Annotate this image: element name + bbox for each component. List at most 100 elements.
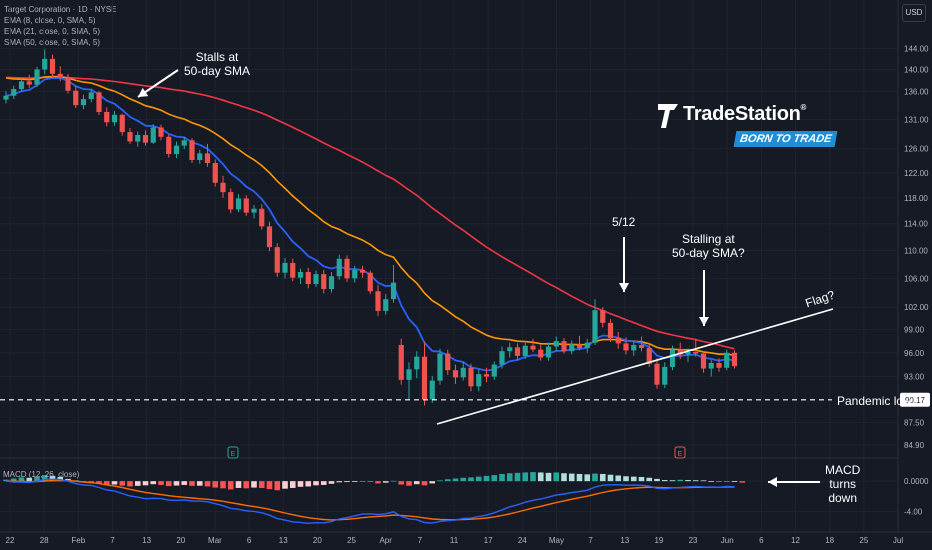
macd-histogram-bar <box>34 476 40 482</box>
macd-histogram-bar <box>305 481 312 487</box>
brand-tagline: BORN TO TRADE <box>733 131 838 147</box>
macd-histogram-bar <box>359 481 366 482</box>
time-tick-label: 25 <box>859 536 868 545</box>
macd-histogram-bar <box>468 477 474 482</box>
candle-body <box>522 345 528 356</box>
time-tick-label: Jun <box>721 536 734 545</box>
candle-body <box>553 341 559 347</box>
macd-tick-label: 0.0000 <box>904 477 929 486</box>
macd-histogram-bar <box>522 472 529 482</box>
macd-histogram-bar <box>553 472 560 482</box>
candle-body <box>406 369 412 380</box>
macd-histogram-bar <box>266 481 273 490</box>
macd-tick-label: -4.00 <box>904 507 923 516</box>
arrow-5-12-head <box>619 283 629 292</box>
price-tick-label: 84.90 <box>904 441 925 450</box>
candle-body <box>700 353 707 369</box>
candle-body <box>228 192 234 210</box>
macd-histogram-bar <box>646 477 653 482</box>
macd-histogram-bar <box>499 473 505 482</box>
time-tick-label: 7 <box>418 536 423 545</box>
macd-histogram-bar <box>506 473 513 482</box>
candle-body <box>135 135 141 142</box>
macd-histogram-bar <box>204 481 211 487</box>
candle-body <box>204 153 211 164</box>
candle-body <box>305 272 311 285</box>
candle-body <box>468 367 474 387</box>
legend-sma50[interactable]: SMA (50, close, 0, SMA, 5) <box>4 38 101 47</box>
legend-ema8[interactable]: EMA (8, close, 0, SMA, 5) <box>4 16 96 25</box>
signal-line <box>5 479 735 521</box>
candle-body <box>251 208 257 213</box>
price-tick-label: 131.00 <box>904 115 929 124</box>
currency-button[interactable]: USD <box>902 4 926 22</box>
macd-histogram-bar <box>297 481 304 487</box>
price-tick-label: 118.00 <box>904 194 928 203</box>
annotation-macd: MACD turns down <box>825 463 861 505</box>
candle-body <box>158 127 164 137</box>
annotation-pandemic-low: Pandemic low <box>837 394 912 408</box>
candle-body <box>266 226 273 248</box>
candle-body <box>662 366 668 385</box>
tradestation-brand: TradeStation® BORN TO TRADE <box>657 101 838 157</box>
sma50-line <box>5 76 735 350</box>
legend-title[interactable]: Target Corporation · 1D · NYSE <box>4 5 117 14</box>
macd-histogram-bar <box>584 474 591 482</box>
candle-body <box>189 140 195 161</box>
macd-histogram-bar <box>406 481 412 486</box>
legend-ema21[interactable]: EMA (21, close, 0, SMA, 5) <box>4 27 101 36</box>
macd-histogram-bar <box>429 481 436 484</box>
macd-histogram-bar <box>274 481 281 491</box>
macd-histogram-bar <box>243 481 250 489</box>
macd-histogram-bar <box>615 475 622 482</box>
macd-histogram-bar <box>189 481 195 486</box>
price-tick-label: 99.00 <box>904 326 925 335</box>
candle-body <box>96 92 102 112</box>
candle-body <box>708 362 714 369</box>
macd-histogram-bar <box>150 481 157 485</box>
time-tick-label: 25 <box>347 536 356 545</box>
candle-body <box>11 89 17 96</box>
candle-body <box>104 111 110 123</box>
candle-body <box>631 344 637 351</box>
candle-body <box>127 132 133 142</box>
candle-body <box>514 347 521 356</box>
macd-histogram-bar <box>313 481 319 486</box>
time-tick-label: Feb <box>71 536 85 545</box>
pandemic-low-price-tag <box>900 392 930 407</box>
candle-body <box>437 353 443 381</box>
macd-pane: 0.0000 -4.00 <box>0 472 929 525</box>
time-tick-label: 13 <box>279 536 288 545</box>
candle-body <box>3 95 9 100</box>
macd-legend[interactable]: MACD (12, 26, close) <box>3 470 80 479</box>
candle-body <box>507 347 513 352</box>
time-tick-label: May <box>549 536 564 545</box>
candle-body <box>677 349 683 355</box>
macd-histogram-bar <box>413 481 420 485</box>
macd-histogram-bar <box>669 480 676 482</box>
candle-body <box>607 322 614 339</box>
candle-body <box>367 272 373 292</box>
price-tick-label: 122.00 <box>904 169 929 178</box>
time-tick-label: Jul <box>893 536 903 545</box>
candle-body <box>638 344 645 349</box>
macd-histogram-bar <box>227 481 234 490</box>
macd-histogram-bar <box>220 481 226 489</box>
candle-body <box>654 363 660 385</box>
candle-body <box>615 338 621 344</box>
macd-histogram-bar <box>289 481 296 488</box>
macd-histogram-bar <box>716 481 722 482</box>
macd-histogram-bar <box>576 473 583 482</box>
time-tick-label: 23 <box>689 536 698 545</box>
price-tick-label: 87.50 <box>904 418 925 427</box>
candle-body <box>483 374 490 377</box>
earnings-marker <box>674 446 686 459</box>
candle-body <box>42 58 48 70</box>
candle-body <box>142 135 149 143</box>
candle-body <box>390 282 397 300</box>
time-tick-label: 6 <box>759 536 764 545</box>
macd-histogram-bar <box>88 481 95 483</box>
macd-histogram-bar <box>630 476 637 482</box>
macd-histogram-bar <box>661 480 668 482</box>
